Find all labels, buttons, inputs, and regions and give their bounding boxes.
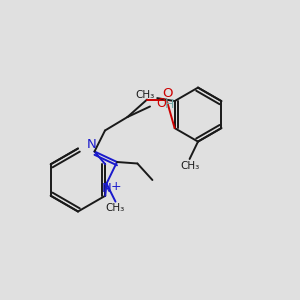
Text: N: N [87, 138, 96, 152]
Text: N: N [102, 182, 112, 196]
Text: O: O [163, 87, 173, 100]
Text: CH₃: CH₃ [180, 161, 199, 171]
Text: +: + [110, 179, 121, 193]
Text: O: O [157, 97, 166, 110]
Text: H: H [164, 98, 174, 111]
Text: CH₃: CH₃ [106, 203, 125, 213]
Text: CH₃: CH₃ [135, 90, 154, 100]
